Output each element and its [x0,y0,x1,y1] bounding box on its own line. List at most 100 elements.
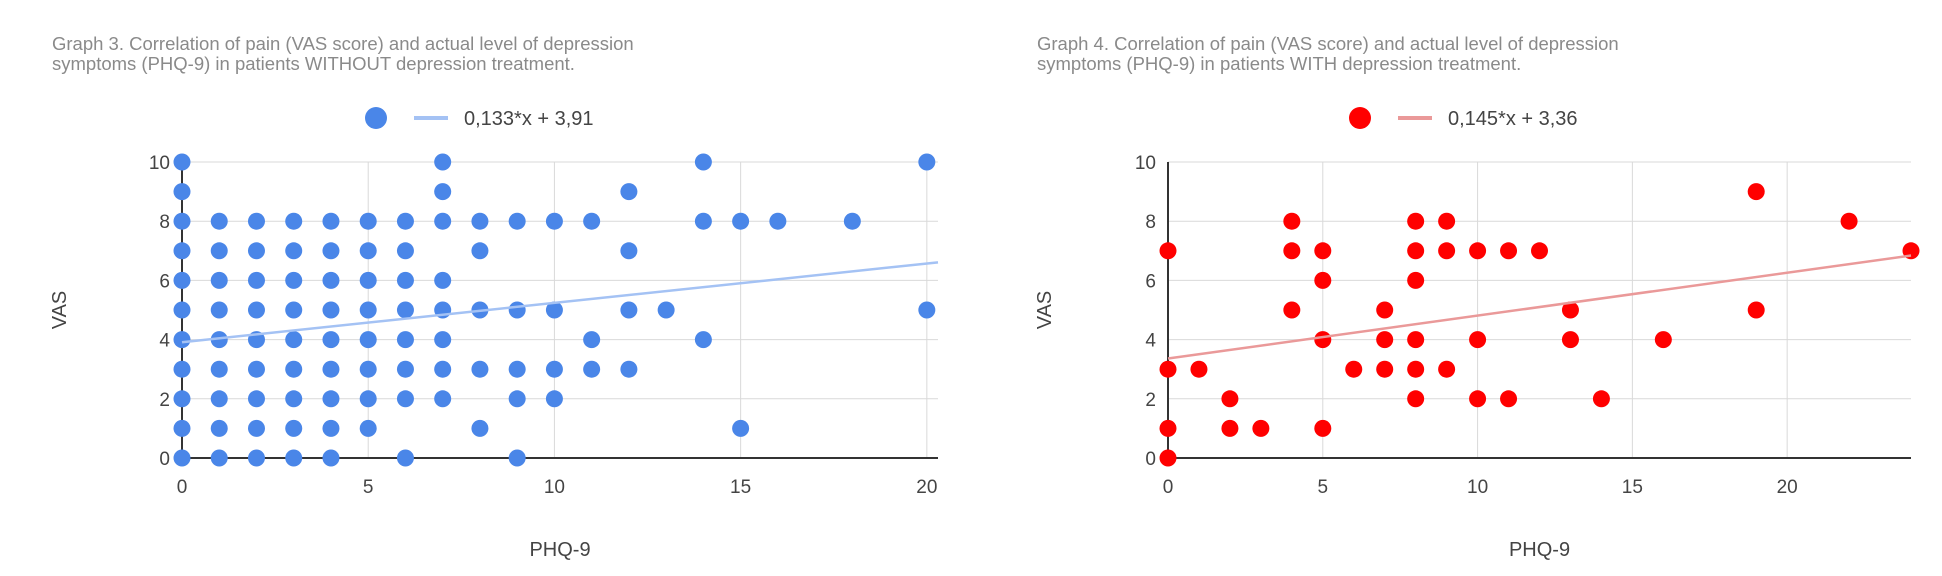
data-point [322,360,340,378]
data-point [173,449,191,467]
data-point [508,212,526,230]
data-point [843,212,861,230]
x-tick-label: 10 [1467,477,1488,498]
data-point [918,301,936,319]
data-point [210,331,228,349]
data-point [173,271,191,289]
data-point [583,360,601,378]
data-point [583,212,601,230]
data-point [285,212,303,230]
y-tick-label: 0 [1145,449,1156,470]
trendline [181,261,939,344]
data-point [620,301,638,319]
data-point [322,301,340,319]
data-point [396,449,414,467]
data-points [1159,183,1920,467]
y-tick-label: 4 [1145,331,1156,352]
data-point [508,301,526,319]
gridlines [1168,161,1911,458]
x-tick-label: 15 [1622,477,1643,498]
data-point [545,212,563,230]
data-point [694,331,712,349]
x-tick-label: 20 [916,477,937,498]
data-point [694,153,712,171]
data-point [173,390,191,408]
tick-labels: 0 2 4 6 8 10 0 5 10 15 20 [149,153,938,498]
data-point [1221,419,1239,437]
data-point [359,390,377,408]
data-point [1314,419,1332,437]
data-point [1407,242,1425,260]
data-point [1407,271,1425,289]
data-point [396,301,414,319]
data-point [1469,242,1487,260]
data-point [173,183,191,201]
data-point [434,153,452,171]
data-point [1283,212,1301,230]
data-point [583,331,601,349]
y-tick-label: 4 [159,331,170,352]
scatter-plot-graph-4: 0,145*x + 3,36 0 2 4 6 8 10 0 5 10 15 20 PHQ-9 VAS [1034,107,1920,561]
data-point [1438,212,1456,230]
scatter-plot-graph-3: 0,133*x + 3,91 0 2 4 6 8 10 0 5 10 15 20 PHQ-9 VAS [49,107,939,561]
data-point [247,242,265,260]
data-point [1407,331,1425,349]
data-point [1438,360,1456,378]
y-tick-label: 6 [1145,271,1156,292]
data-point [545,390,563,408]
data-point [359,419,377,437]
data-point [471,360,489,378]
data-point [1561,301,1579,319]
data-point [657,301,675,319]
x-axis-title: PHQ-9 [1509,539,1570,561]
chart-panel-graph-3: Graph 3. Correlation of pain (VAS score)… [0,0,970,576]
data-point [359,331,377,349]
data-point [247,419,265,437]
data-point [210,242,228,260]
y-tick-label: 10 [1135,153,1156,174]
data-point [285,390,303,408]
data-point [620,242,638,260]
chart-title-line-1: Graph 3. Correlation of pain (VAS score)… [52,33,634,54]
data-point [173,419,191,437]
y-tick-label: 0 [159,449,170,470]
trendline [1167,254,1912,360]
y-tick-label: 2 [1145,390,1156,411]
data-point [396,242,414,260]
data-point [1345,360,1363,378]
chart-title: Graph 4. Correlation of pain (VAS score)… [1037,34,1857,74]
data-point [1159,449,1177,467]
data-point [1438,242,1456,260]
data-point [1469,390,1487,408]
chart-panel-graph-4: Graph 4. Correlation of pain (VAS score)… [985,0,1942,576]
data-point [247,271,265,289]
data-point [1283,301,1301,319]
data-point [210,212,228,230]
x-tick-label: 20 [1777,477,1798,498]
data-point [545,360,563,378]
data-point [471,212,489,230]
data-point [508,449,526,467]
data-point [285,242,303,260]
data-point [1252,419,1270,437]
data-point [1376,360,1394,378]
data-point [210,271,228,289]
data-point [434,331,452,349]
data-point [210,449,228,467]
data-point [396,331,414,349]
y-tick-label: 2 [159,390,170,411]
data-point [1747,183,1765,201]
data-point [471,419,489,437]
data-point [210,360,228,378]
data-point [1531,242,1548,260]
data-point [434,360,452,378]
data-point [285,360,303,378]
data-point [434,183,452,201]
data-point [1654,331,1672,349]
data-point [322,449,340,467]
data-point [285,449,303,467]
data-point [1500,390,1518,408]
data-point [1376,301,1394,319]
data-point [1407,360,1425,378]
data-point [1314,331,1332,349]
